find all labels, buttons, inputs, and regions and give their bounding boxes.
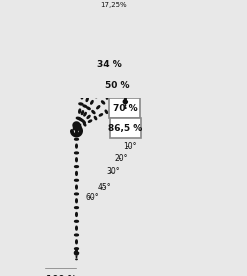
Text: 17,25%: 17,25% [100, 2, 127, 8]
Text: 60°: 60° [86, 193, 100, 202]
Text: 10°: 10° [124, 142, 137, 151]
Text: 30°: 30° [106, 167, 120, 176]
Text: 34 %: 34 % [98, 60, 122, 69]
FancyBboxPatch shape [109, 98, 140, 118]
FancyBboxPatch shape [94, 55, 125, 75]
Text: 70 %: 70 % [113, 104, 137, 113]
FancyBboxPatch shape [81, 32, 112, 52]
Text: 20°: 20° [115, 153, 128, 163]
Text: 50 %: 50 % [105, 81, 130, 90]
Text: 45°: 45° [98, 183, 111, 192]
FancyBboxPatch shape [110, 118, 141, 138]
FancyBboxPatch shape [102, 75, 133, 95]
Text: 100 %: 100 % [46, 275, 76, 276]
FancyBboxPatch shape [46, 269, 77, 276]
Text: 86,5 %: 86,5 % [108, 124, 143, 133]
FancyBboxPatch shape [89, 20, 106, 34]
